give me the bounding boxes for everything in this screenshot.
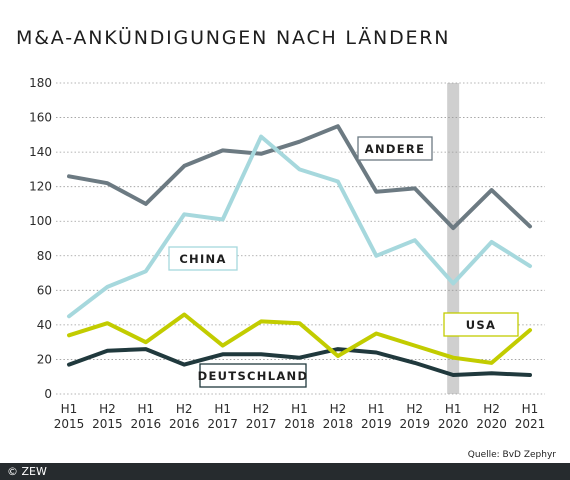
x-tick-year: 2016 [169, 417, 200, 431]
series-line-andere [67, 124, 532, 231]
series-label-text: USA [466, 318, 496, 332]
y-tick-label: 0 [44, 387, 52, 401]
series-label-andere: ANDERE [357, 136, 433, 161]
series-line-usa [67, 312, 532, 365]
y-tick-label: 120 [29, 180, 52, 194]
y-tick-label: 20 [37, 352, 52, 366]
y-tick-label: 40 [37, 318, 52, 332]
x-tick-half: H1 [522, 402, 539, 416]
series-line-deutschland [67, 347, 532, 377]
series-label-text: CHINA [179, 252, 226, 266]
series-label-text: DEUTSCHLAND [198, 369, 309, 383]
series-label-box [357, 136, 433, 161]
series-label-box [168, 246, 238, 271]
series-label-box [199, 363, 307, 388]
x-tick-half: H1 [445, 402, 462, 416]
x-tick-half: H2 [99, 402, 116, 416]
series-label-usa: USA [443, 312, 519, 337]
copyright-text: © ZEW [7, 465, 47, 478]
x-tick-year: 2017 [246, 417, 277, 431]
series-label-box [443, 312, 519, 337]
x-tick-year: 2019 [399, 417, 430, 431]
y-tick-label: 80 [37, 249, 52, 263]
x-tick-year: 2020 [476, 417, 507, 431]
x-tick-year: 2016 [131, 417, 162, 431]
source-note: Quelle: BvD Zephyr [467, 450, 556, 460]
x-tick-half: H1 [368, 402, 385, 416]
x-tick-half: H1 [214, 402, 231, 416]
series-label-deutschland: DEUTSCHLAND [198, 363, 309, 388]
x-tick-year: 2020 [438, 417, 469, 431]
x-tick-year: 2015 [92, 417, 123, 431]
series-line-china [67, 134, 532, 319]
x-tick-half: H2 [483, 402, 500, 416]
x-tick-year: 2018 [284, 417, 315, 431]
y-tick-label: 100 [29, 214, 52, 228]
x-tick-year: 2019 [361, 417, 392, 431]
y-tick-label: 140 [29, 145, 52, 159]
x-tick-half: H2 [176, 402, 193, 416]
chart-title: M&A-ANKÜNDIGUNGEN NACH LÄNDERN [16, 27, 451, 49]
x-tick-half: H2 [330, 402, 347, 416]
x-tick-year: 2017 [207, 417, 238, 431]
x-tick-year: 2015 [54, 417, 85, 431]
x-tick-year: 2021 [515, 417, 546, 431]
x-tick-half: H2 [406, 402, 423, 416]
copyright-bar: © ZEW [0, 463, 570, 480]
x-tick-half: H2 [253, 402, 270, 416]
x-tick-half: H1 [291, 402, 308, 416]
x-tick-half: H1 [137, 402, 154, 416]
series-label-text: ANDERE [365, 142, 425, 156]
series-label-china: CHINA [168, 246, 238, 271]
x-tick-year: 2018 [323, 417, 354, 431]
y-tick-label: 160 [29, 111, 52, 125]
highlight-band [447, 83, 460, 394]
y-tick-label: 180 [29, 76, 52, 90]
x-tick-half: H1 [61, 402, 78, 416]
y-tick-label: 60 [37, 283, 52, 297]
